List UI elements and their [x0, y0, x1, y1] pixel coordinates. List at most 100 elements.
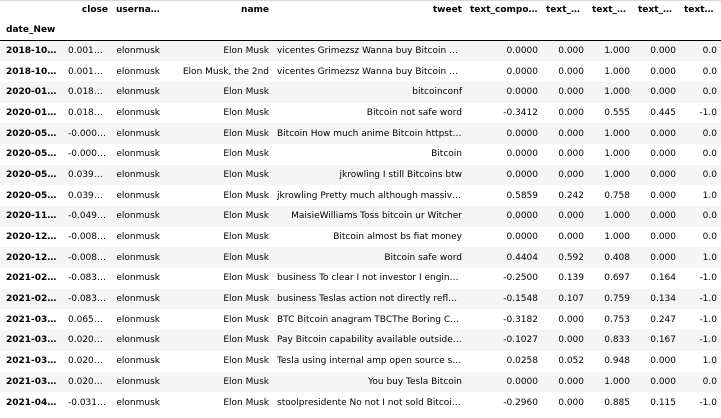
cell-text-pos: 0.000: [558, 128, 584, 139]
cell-name: Elon Musk: [223, 46, 269, 57]
table-row: 2020-05-15 0.039834 elonmusk Elon Musk jkrow…: [0, 185, 721, 206]
cell-text-compound: -0.1027: [503, 335, 538, 346]
cell-name: Elon Musk: [223, 273, 269, 284]
table-row: 2020-12-20 -0.008368 elonmusk Elon Musk Bitc…: [0, 247, 721, 269]
column-header: text_sent: [684, 5, 721, 15]
cell-close: -0.049578: [68, 211, 112, 222]
cell-text-neg: 0.000: [650, 46, 676, 57]
cell-name: Elon Musk: [223, 252, 269, 263]
cell-text-neu: 1.000: [604, 232, 630, 243]
row-index-date: 2020-01-10: [6, 107, 64, 118]
row-index-date: 2020-12-20: [6, 232, 64, 243]
cell-tweet: bitcoinconf: [412, 87, 462, 98]
row-index-date: 2020-12-20: [6, 252, 64, 263]
cell-username: elonmusk: [116, 273, 160, 284]
cell-tweet: Bitcoin not safe word: [366, 107, 462, 118]
cell-text-neg: 0.000: [650, 128, 676, 139]
cell-username: elonmusk: [116, 128, 160, 139]
cell-text-compound: -0.2500: [503, 273, 538, 284]
cell-tweet: stoolpresidente No not I not sold Bitcoi…: [277, 397, 466, 408]
index-name: date_New: [0, 20, 64, 41]
table-row: 2020-05-01 -0.000714 elonmusk Elon Musk Bitc…: [0, 123, 721, 144]
cell-text-compound: -0.2960: [503, 397, 538, 408]
table-row: 2021-03-12 0.065461 elonmusk Elon Musk BTC B…: [0, 309, 721, 331]
cell-text-neu: 0.948: [604, 356, 630, 367]
row-index-date: 2020-11-16: [6, 211, 64, 222]
cell-text-neg: 0.000: [650, 356, 676, 367]
table-row: 2020-01-10 0.018484 elonmusk Elon Musk Bitco…: [0, 102, 721, 124]
cell-username: elonmusk: [116, 335, 160, 346]
cell-tweet: Tesla using internal amp open source sof…: [277, 356, 466, 367]
cell-username: elonmusk: [116, 376, 160, 387]
cell-text-neu: 0.753: [604, 314, 630, 325]
cell-text-neu: 0.885: [604, 397, 630, 408]
cell-text-pos: 0.000: [558, 169, 584, 180]
table-row: 2018-10-22 0.001089 elonmusk Elon Musk vicen…: [0, 40, 721, 62]
cell-tweet: business To clear I not investor I engin…: [277, 273, 466, 284]
cell-tweet: You buy Tesla Bitcoin: [368, 376, 462, 387]
cell-username: elonmusk: [116, 87, 160, 98]
cell-username: elonmusk: [116, 232, 160, 243]
table-row: 2020-05-15 0.039834 elonmusk Elon Musk jkrow…: [0, 164, 721, 186]
cell-text-compound: 0.5859: [506, 190, 539, 201]
table-row: 2018-10-22 0.001089 elonmusk Elon Musk, the…: [0, 61, 721, 82]
cell-close: -0.083864: [68, 273, 112, 284]
cell-text-sent: 0.0: [702, 211, 717, 222]
cell-text-neu: 0.758: [604, 190, 630, 201]
cell-text-neg: 0.000: [650, 232, 676, 243]
cell-text-neu: 1.000: [604, 66, 630, 77]
cell-username: elonmusk: [116, 107, 160, 118]
cell-text-compound: 0.0000: [506, 128, 539, 139]
cell-text-neu: 0.408: [604, 252, 630, 263]
column-header-row: close username name tweet text_compound …: [0, 0, 721, 20]
cell-text-neg: 0.000: [650, 376, 676, 387]
cell-text-sent: 1.0: [702, 252, 717, 263]
cell-tweet: vicentes Grimezsz Wanna buy Bitcoin http…: [277, 66, 466, 77]
cell-username: elonmusk: [116, 169, 160, 180]
cell-tweet: Pay Bitcoin capability available outside…: [277, 335, 466, 346]
table-header: close username name tweet text_compound …: [0, 0, 721, 41]
cell-name: Elon Musk: [223, 397, 269, 408]
cell-text-neg: 0.000: [650, 66, 676, 77]
row-index-date: 2021-03-24: [6, 376, 64, 387]
cell-text-neg: 0.247: [650, 314, 676, 325]
row-index-date: 2021-02-19: [6, 294, 64, 305]
cell-text-compound: 0.0000: [506, 46, 539, 57]
cell-close: 0.018484: [68, 87, 111, 98]
cell-text-sent: 0.0: [702, 232, 717, 243]
table-row: 2021-02-19 -0.083864 elonmusk Elon Musk busi…: [0, 288, 721, 310]
cell-text-sent: 0.0: [702, 46, 717, 57]
cell-text-neu: 1.000: [604, 128, 630, 139]
row-index-date: 2018-10-22: [6, 66, 64, 77]
cell-username: elonmusk: [116, 252, 160, 263]
column-header: tweet: [432, 5, 462, 15]
table-row: 2021-03-24 0.020164 elonmusk Elon Musk You b…: [0, 371, 721, 393]
cell-username: elonmusk: [116, 356, 160, 367]
cell-close: 0.020164: [68, 335, 111, 346]
cell-text-sent: -1.0: [699, 314, 717, 325]
cell-name: Elon Musk: [223, 211, 269, 222]
cell-name: Elon Musk: [223, 107, 269, 118]
cell-text-compound: -0.3182: [503, 314, 538, 325]
cell-text-pos: 0.242: [558, 190, 584, 201]
cell-name: Elon Musk: [223, 190, 269, 201]
cell-tweet: MaisieWilliams Toss bitcoin ur Witcher: [291, 211, 462, 222]
cell-name: Elon Musk: [223, 314, 269, 325]
cell-tweet: BTC Bitcoin anagram TBCThe Boring Compan…: [277, 314, 466, 325]
cell-text-sent: 0.0: [702, 376, 717, 387]
row-index-date: 2021-03-24: [6, 335, 64, 346]
table-row: 2021-03-24 0.020164 elonmusk Elon Musk Pay B…: [0, 330, 721, 351]
cell-text-neg: 0.164: [650, 273, 676, 284]
cell-tweet: jkrowling Pretty much although massive c…: [277, 190, 466, 201]
cell-text-pos: 0.000: [558, 335, 584, 346]
cell-text-compound: 0.0000: [506, 211, 539, 222]
cell-text-pos: 0.000: [558, 46, 584, 57]
cell-close: 0.018484: [68, 107, 111, 118]
cell-name: Elon Musk: [223, 356, 269, 367]
cell-close: -0.000714: [68, 149, 112, 160]
column-header: text_neg: [638, 5, 680, 15]
cell-tweet: vicentes Grimezsz Wanna buy Bitcoin http…: [277, 46, 466, 57]
cell-close: 0.039834: [68, 169, 111, 180]
column-header: text_pos: [546, 5, 588, 15]
